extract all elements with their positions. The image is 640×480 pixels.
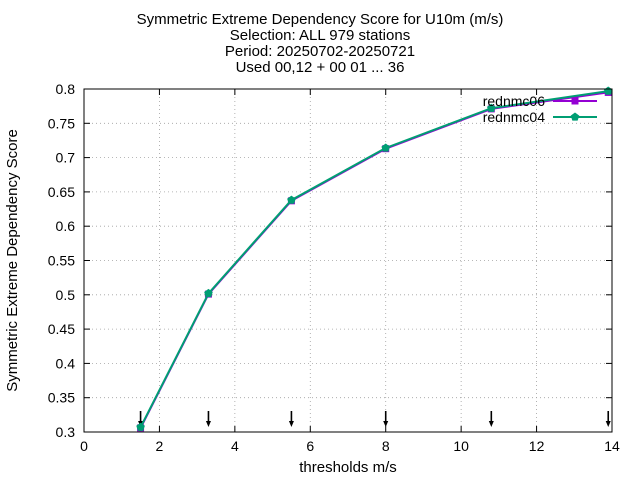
series-point [603,86,613,95]
y-tick-label: 0.8 [56,81,76,97]
y-tick-label: 0.45 [48,321,75,337]
x-tick-label: 14 [604,438,620,454]
legend-label: rednmc04 [483,109,545,125]
chart-title-line-1: Symmetric Extreme Dependency Score for U… [136,11,504,28]
series-point [381,143,390,152]
threshold-arrow-head [383,421,389,427]
legend-entry: rednmc06 [483,93,597,109]
y-tick-label: 0.6 [56,218,76,234]
x-axis-label: thresholds m/s [299,459,397,476]
x-tick-label: 2 [156,438,164,454]
threshold-arrow-head [605,421,611,427]
chart-title-line-2: Selection: ALL 979 stations [229,27,411,44]
legend-entry: rednmc04 [483,109,597,125]
y-tick-label: 0.4 [56,355,76,371]
series-point [570,112,580,121]
threshold-arrow-head [288,421,294,427]
y-tick-label: 0.3 [56,424,76,440]
series-point [571,97,579,105]
x-tick-label: 0 [80,438,88,454]
y-tick-label: 0.5 [56,287,76,303]
x-tick-label: 6 [306,438,314,454]
series-rednmc04 [136,86,613,431]
y-axis-label: Symmetric Extreme Dependency Score [4,129,21,392]
series-point [487,103,496,112]
chart-title-line-4: Used 00,12 + 00 01 ... 36 [235,59,405,76]
legend-label: rednmc06 [483,93,545,109]
y-tick-label: 0.35 [48,390,75,406]
series-point [136,422,145,431]
y-tick-label: 0.7 [56,150,76,166]
x-tick-label: 10 [453,438,469,454]
y-tick-label: 0.55 [48,253,75,269]
chart-title-line-3: Period: 20250702-20250721 [224,43,416,60]
threshold-arrow-head [205,421,211,427]
series-line [139,91,609,429]
series-point [287,195,296,204]
series-line [139,90,609,428]
x-tick-label: 12 [529,438,545,454]
y-tick-label: 0.75 [48,115,75,131]
threshold-arrow-head [488,421,494,427]
y-tick-label: 0.65 [48,184,75,200]
series-point [204,288,213,298]
x-tick-label: 4 [231,438,239,454]
x-tick-label: 8 [382,438,390,454]
